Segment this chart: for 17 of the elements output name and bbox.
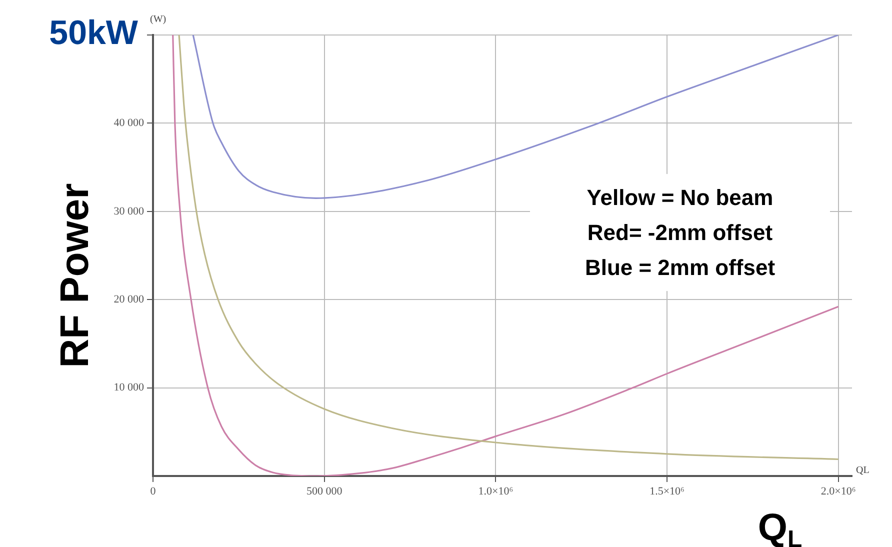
x-tick-label: 0 [150,485,156,498]
x-tick-label: 1.0×10⁶ [478,485,514,498]
annotation: Red= -2mm offset [586,219,774,247]
x-tick-label: 2.0×10⁶ [820,485,856,498]
note-box: Yellow = No beam Red= -2mm offset Blue = 2mm offset [530,174,830,291]
annotation: Blue = 2mm offset [584,254,776,282]
x-tick-label: 1.5×10⁶ [650,485,685,498]
text: 50kW [49,14,139,52]
y-tick-label: 10 000 [114,382,144,394]
y-tick-label: 20 000 [114,293,144,306]
y-tick-label: 30 000 [114,205,144,218]
annotation: Yellow = No beam [586,184,774,212]
y-axis-title: RF Power [53,183,97,368]
text: (W) [150,14,166,25]
y-tick-label: 40 000 [114,117,144,130]
x-tick-label: 500 000 [306,485,343,498]
text: QL [856,465,870,476]
